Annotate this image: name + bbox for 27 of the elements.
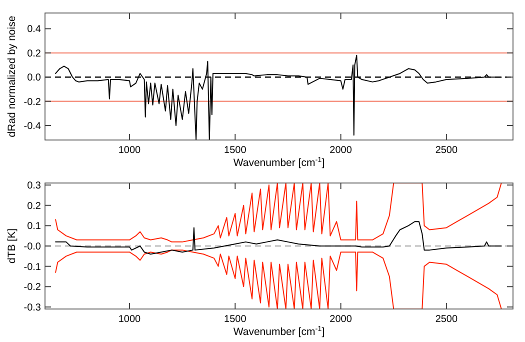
x-tick-label: 1000	[118, 145, 142, 156]
x-tick-label: 1500	[224, 314, 247, 325]
line-series	[55, 221, 502, 255]
y-tick-label: 0.2	[27, 200, 42, 212]
y-axis-title: dTB [K]	[6, 228, 18, 264]
x-tick-label: 2000	[330, 314, 352, 325]
y-tick-label: 0.0	[27, 72, 42, 84]
x-tick-label: 2000	[330, 145, 352, 156]
y-tick-label: 0.2	[27, 48, 42, 60]
y-tick-label: -0.1	[24, 262, 42, 273]
x-axis-title: Wavenumber [cm$^{-1}$]	[233, 324, 325, 338]
y-tick-label: 0.3	[27, 180, 42, 192]
x-tick-label: 2500	[435, 145, 458, 156]
y-tick-label: 0.4	[27, 24, 42, 36]
y-tick-label: -0.2	[24, 96, 42, 108]
y-axis-title: dRad normalized by noise	[6, 16, 18, 138]
x-tick-label: 2500	[435, 314, 458, 325]
y-tick-label: -0.3	[24, 302, 42, 314]
x-tick-label: 1000	[118, 314, 142, 325]
line-series	[55, 183, 502, 242]
y-tick-label: -0.4	[24, 120, 42, 132]
x-axis-title: Wavenumber [cm$^{-1}$]	[233, 154, 325, 169]
line-series	[55, 250, 502, 309]
y-tick-label: -0.0	[24, 242, 42, 252]
y-tick-label: -0.2	[24, 282, 42, 294]
y-tick-label: 0.1	[27, 221, 42, 232]
x-tick-label: 1500	[224, 145, 247, 156]
